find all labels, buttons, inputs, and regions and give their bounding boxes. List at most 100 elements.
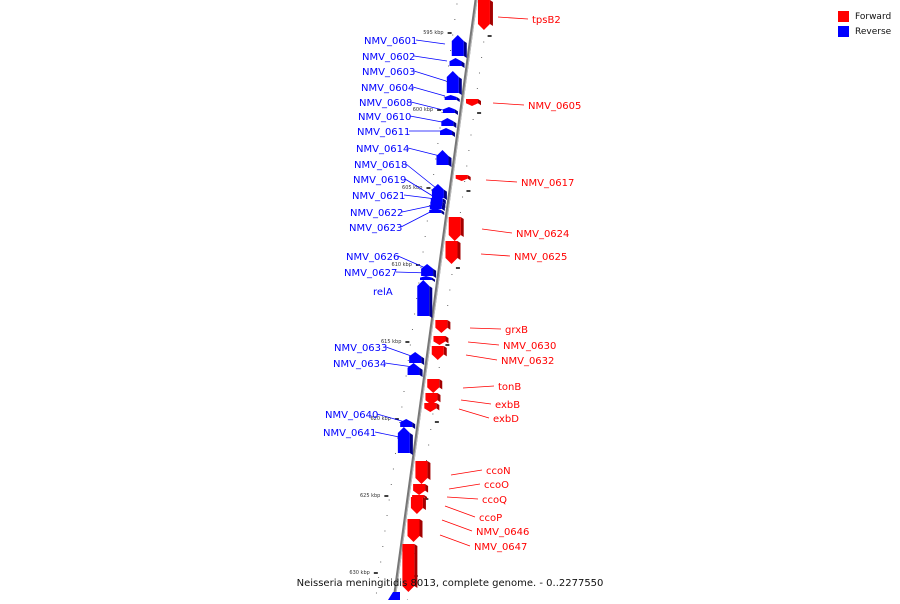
gene-leader-line: [410, 101, 444, 111]
gene-feature-side: [433, 268, 437, 278]
gene-feature: [436, 150, 449, 165]
gene-leader-line: [465, 354, 498, 361]
gene-label: NMV_0605: [528, 101, 581, 112]
gene-feature: [407, 519, 420, 542]
axis-line: [392, 0, 478, 601]
gene-feature: [407, 363, 420, 375]
gene-label: NMV_0604: [361, 83, 414, 94]
gene-feature-side: [419, 519, 423, 538]
gene-feature-side: [432, 277, 436, 282]
gene-relA: relA: [373, 280, 433, 318]
gene-leader-line: [385, 346, 415, 358]
gene-feature-side: [425, 484, 429, 493]
axis-tick-label: 620 kbp: [370, 416, 390, 422]
legend-reverse: Reverse: [838, 24, 891, 39]
gene-leader-line: [485, 179, 518, 183]
gene-NMV_0647: NMV_0647: [402, 534, 527, 592]
axis-tick-label: 625 kbp: [360, 493, 380, 499]
gene-feature: [400, 419, 413, 427]
gene-feature: [424, 403, 437, 412]
gene-label: NMV_0622: [350, 208, 403, 219]
axis-highlight: [394, 0, 478, 601]
gene-label: tonB: [498, 382, 521, 393]
gene-feature: [410, 497, 423, 514]
legend-reverse-swatch: [838, 26, 849, 37]
gene-label: NMV_0618: [354, 160, 407, 171]
gene-feature: [433, 336, 446, 345]
gene-NMV_0601: NMV_0601: [364, 35, 467, 58]
gene-feature: [451, 35, 464, 56]
gene-feature-side: [441, 210, 445, 215]
gene-leader-line: [441, 519, 473, 532]
gene-leader-line: [497, 16, 529, 20]
gene-feature-side: [436, 403, 440, 411]
gene-feature: [429, 203, 442, 209]
gene-leader-line: [439, 534, 471, 547]
gene-feature-side: [447, 320, 451, 330]
gene-feature-side: [454, 109, 458, 115]
gene-leader-line: [401, 204, 436, 213]
gene-label: NMV_0626: [346, 252, 399, 263]
gene-NMV_0605: NMV_0605: [465, 99, 581, 112]
gene-feature: [397, 427, 410, 453]
gene-feature: [477, 0, 490, 30]
gene-leader-line: [458, 408, 490, 419]
gene-leader-line: [415, 39, 446, 45]
gene-feature-side: [414, 544, 418, 588]
gene-feature-side: [412, 422, 416, 429]
gene-label: relA: [373, 287, 393, 298]
gene-feature-side: [453, 121, 457, 128]
gene-leader-line: [376, 413, 406, 423]
gene-label: NMV_0641: [323, 428, 376, 439]
gene-tpsB2: tpsB2: [477, 0, 561, 30]
gene-label: NMV_0611: [357, 127, 410, 138]
gene-feature: [427, 379, 440, 393]
gene-tonB: tonB: [427, 379, 521, 393]
gene-label: tpsB2: [532, 15, 561, 26]
legend-forward: Forward: [838, 9, 891, 24]
gene-leader-line: [460, 399, 492, 405]
gene-feature: [441, 118, 454, 126]
gene-ccoP: ccoP: [410, 497, 502, 524]
gene-label: NMV_0602: [362, 52, 415, 63]
gene-feature-side: [477, 99, 481, 106]
gene-feature: [455, 175, 468, 181]
gene-label: ccoN: [486, 466, 511, 477]
gene-feature: [445, 241, 458, 264]
gene-label: NMV_0610: [358, 112, 411, 123]
legend-forward-swatch: [838, 11, 849, 22]
gene-exbB: exbB: [425, 393, 520, 411]
gene-leader-line: [404, 178, 437, 199]
gene-feature-side: [461, 61, 465, 68]
gene-feature: [420, 276, 433, 280]
gene-label: NMV_0614: [356, 144, 409, 155]
gene-leader-line: [412, 86, 446, 97]
gene-label: NMV_0608: [359, 98, 412, 109]
gene-NMV_0604: NMV_0604: [361, 83, 460, 102]
gene-feature: [448, 217, 461, 241]
gene-NMV_0603: NMV_0603: [362, 67, 462, 95]
gene-leader-line: [450, 469, 483, 476]
gene-label: exbD: [493, 414, 519, 425]
gene-feature: [465, 99, 478, 106]
gene-leader-line: [374, 431, 405, 439]
gene-feature: [415, 461, 428, 484]
axis-tick-label: 615 kbp: [381, 339, 401, 345]
gene-label: NMV_0634: [333, 359, 386, 370]
gene-leader-line: [409, 115, 443, 123]
genome-caption: Neisseria meningitidis 8013, complete ge…: [296, 578, 604, 589]
gene-feature: [409, 352, 422, 363]
gene-label: NMV_0601: [364, 36, 417, 47]
gene-leader-line: [469, 327, 502, 330]
axis-tick-label: 610 kbp: [392, 262, 412, 268]
gene-leader-line: [481, 228, 513, 234]
gene-ccoQ: ccoQ: [412, 495, 507, 506]
gene-feature-side: [429, 286, 433, 318]
gene-feature-side: [457, 241, 461, 260]
gene-feature: [417, 280, 430, 316]
gene-feature-side: [456, 97, 460, 102]
gene-leader-line: [403, 194, 437, 200]
gene-feature: [435, 320, 448, 333]
gene-NMV_0611: NMV_0611: [357, 127, 456, 138]
gene-feature-side: [427, 461, 431, 480]
